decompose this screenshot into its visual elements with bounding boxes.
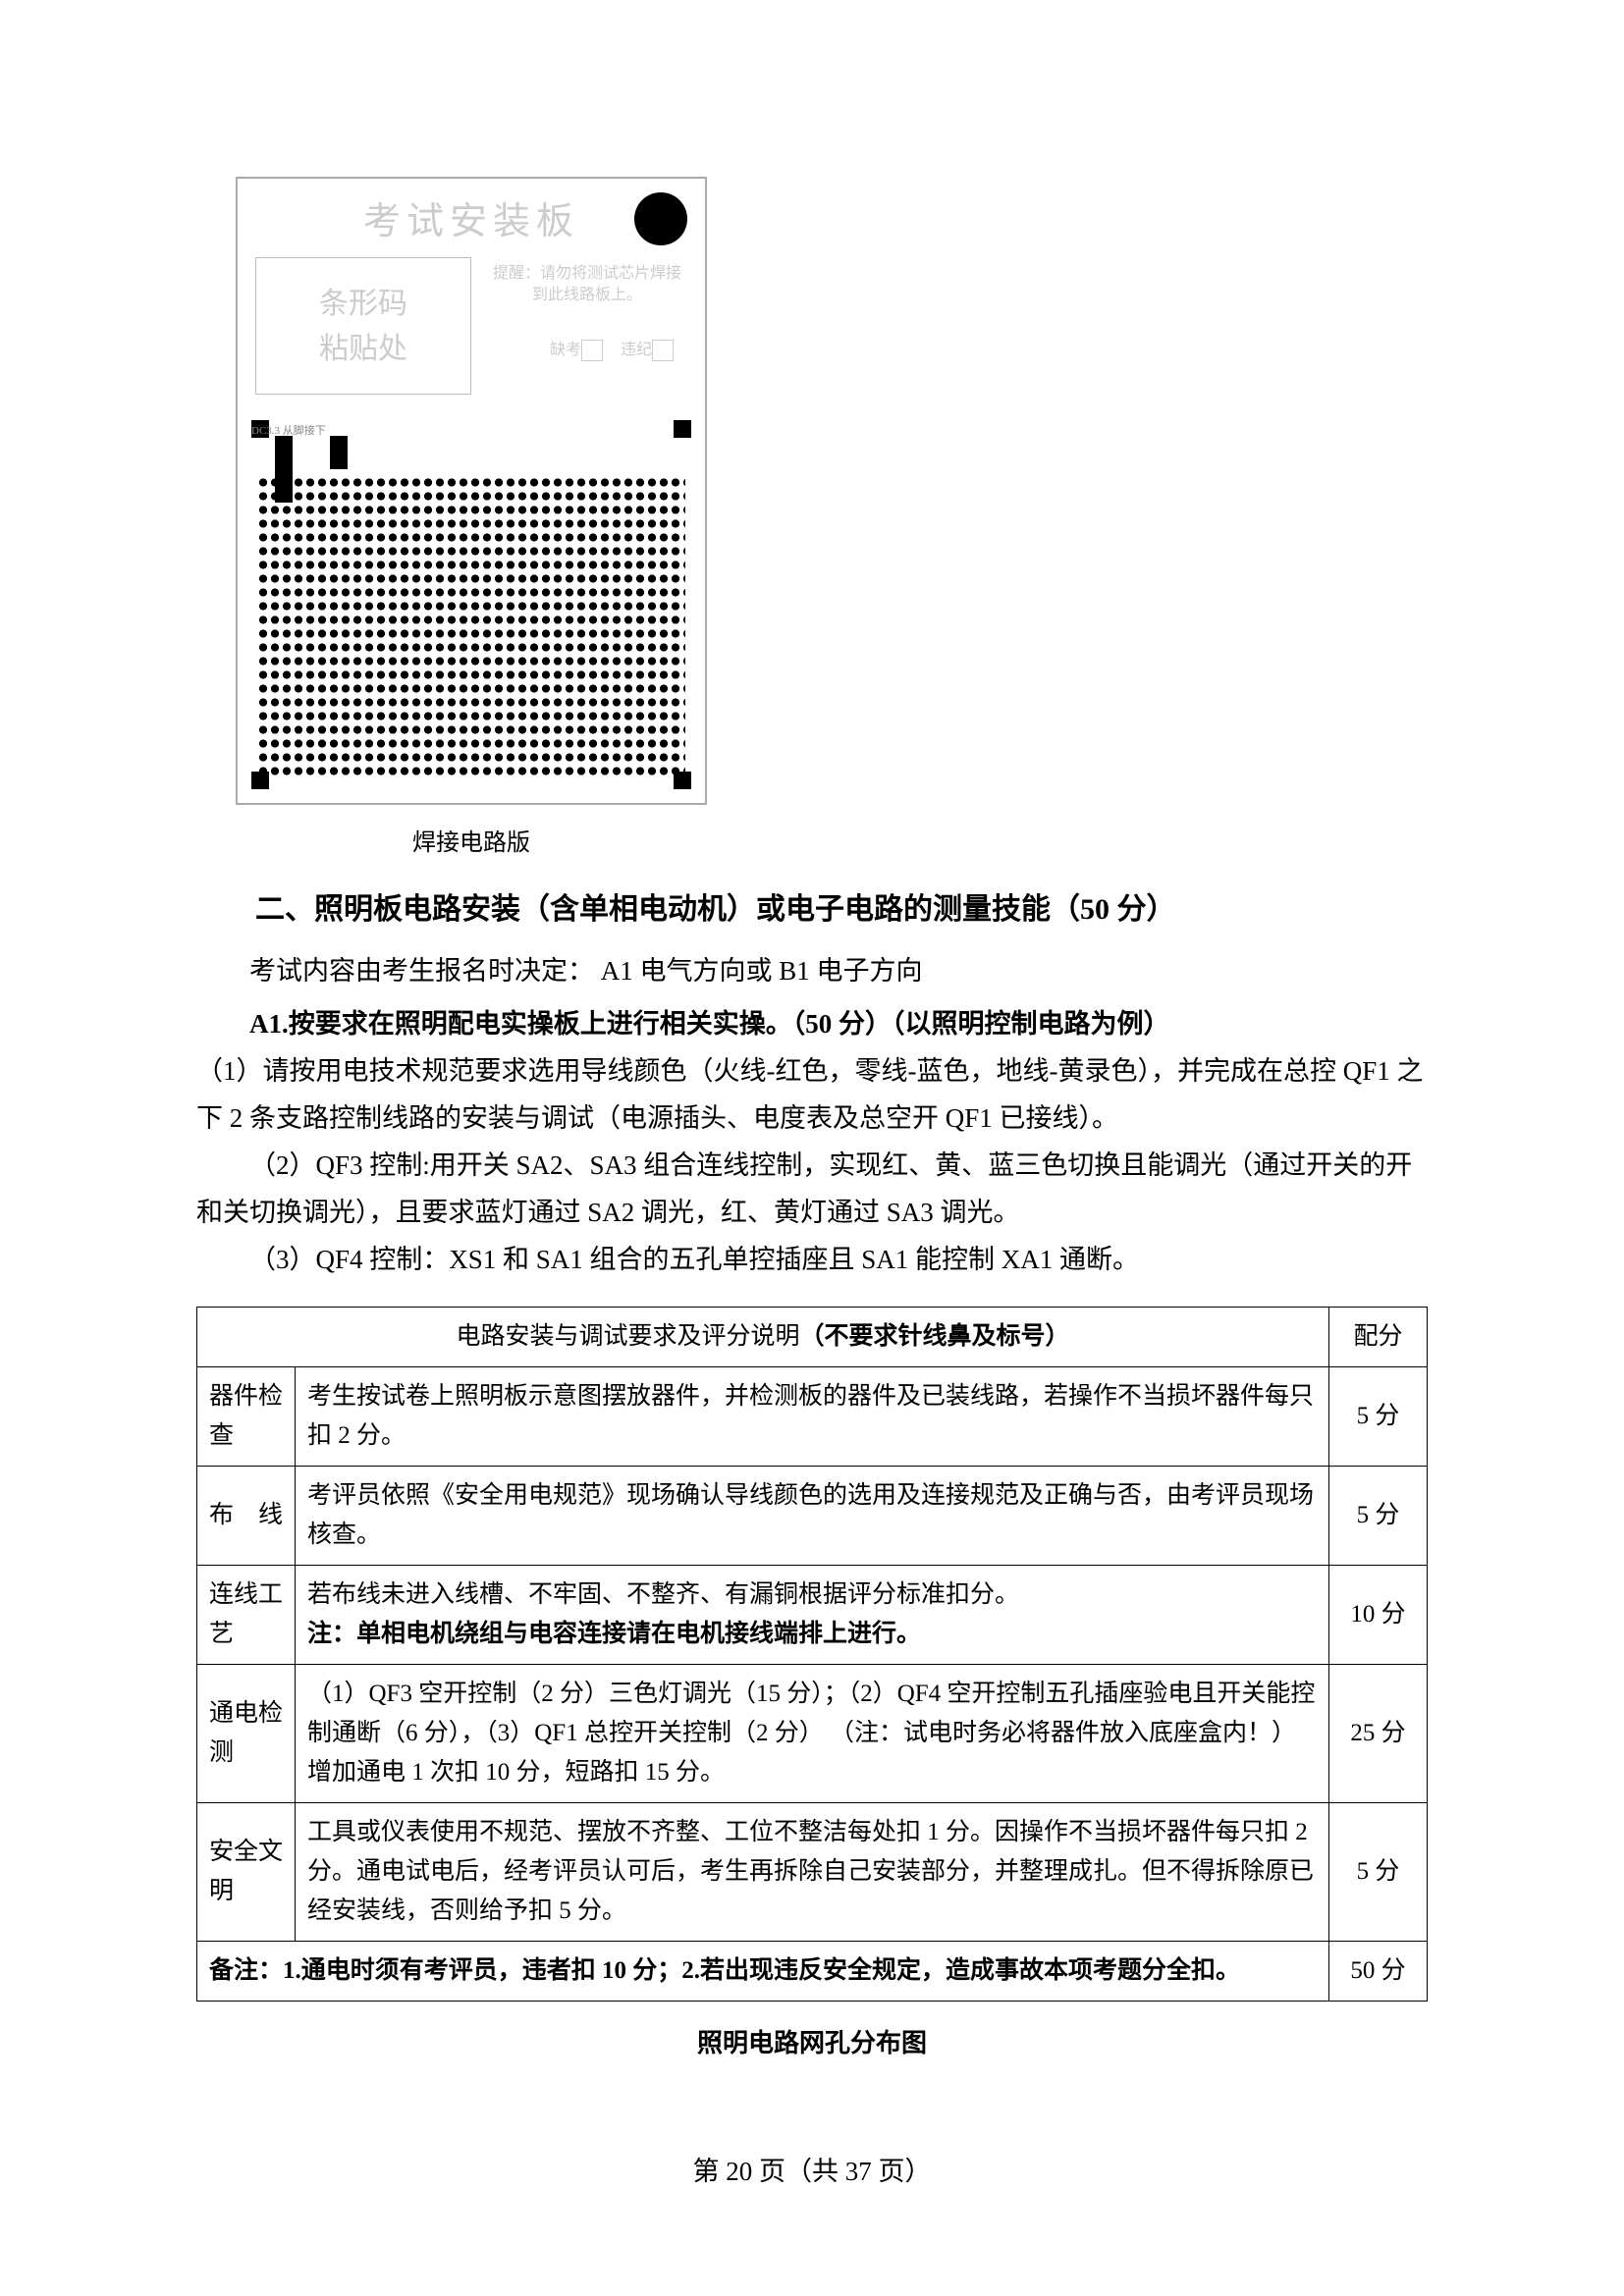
exam-board-figure: 考试安装板 条形码 粘贴处 提醒：请勿将测试芯片焊接到此线路板上。 缺考 违纪 … [236,177,707,805]
barcode-line1: 条形码 [256,282,470,327]
rubric-row-score: 5 分 [1329,1367,1428,1467]
rubric-row-note: 注：单相电机绕组与电容连接请在电机接线端排上进行。 [307,1621,921,1647]
barcode-line2: 粘贴处 [256,327,470,372]
paragraph-2: （2）QF3 控制:用开关 SA2、SA3 组合连线控制，实现红、黄、蓝三色切换… [196,1142,1428,1236]
rubric-row-desc: 考评员依照《安全用电规范》现场确认导线颜色的选用及连接规范及正确与否，由考评员现… [296,1467,1329,1566]
violate-box [652,340,674,361]
rubric-table: 电路安装与调试要求及评分说明（不要求针线鼻及标号） 配分 器件检查 考生按试卷上… [196,1307,1428,2002]
rubric-row: 器件检查 考生按试卷上照明板示意图摆放器件，并检测板的器件及已装线路，若操作不当… [197,1367,1428,1467]
section-heading: 二、照明板电路安装（含单相电动机）或电子电路的测量技能（50 分） [196,886,1428,934]
rubric-row-name: 通电检测 [209,1694,283,1773]
paragraph-1: （1）请按用电技术规范要求选用导线颜色（火线-红色，零线-蓝色，地线-黄录色），… [196,1047,1428,1142]
figure-title: 照明电路网孔分布图 [196,2023,1428,2059]
board-black-dot [634,192,687,245]
page-number: 第 20 页（共 37 页） [0,2150,1624,2188]
rubric-row-score: 25 分 [1329,1665,1428,1803]
intro-paragraph: 考试内容由考生报名时决定： A1 电气方向或 B1 电子方向 [196,947,1428,994]
rubric-row-desc: 若布线未进入线槽、不牢固、不整齐、有漏铜根据评分标准扣分。 [307,1581,1019,1608]
rubric-row-desc: 工具或仪表使用不规范、摆放不齐整、工位不整洁每处扣 1 分。因操作不当损坏器件每… [296,1803,1329,1942]
absent-label: 缺考 [550,342,581,358]
rubric-row-score: 5 分 [1329,1803,1428,1942]
rubric-row: 布线 考评员依照《安全用电规范》现场确认导线颜色的选用及连接规范及正确与否，由考… [197,1467,1428,1566]
rubric-row-name: 安全文明 [209,1833,283,1911]
rubric-row-name: 连线工艺 [209,1575,283,1654]
rubric-header-row: 电路安装与调试要求及评分说明（不要求针线鼻及标号） 配分 [197,1308,1428,1367]
rubric-row-name: 布线 [209,1496,283,1535]
rubric-header-pre: 电路安装与调试要求及评分说明 [456,1323,799,1350]
rubric-row-score: 10 分 [1329,1566,1428,1665]
rubric-header-score: 配分 [1329,1308,1428,1367]
absent-box [581,340,603,361]
rubric-row-score: 5 分 [1329,1467,1428,1566]
rubric-row-desc: （1）QF3 空开控制（2 分）三色灯调光（15 分）；（2）QF4 空开控制五… [296,1665,1329,1803]
paragraph-3: （3）QF4 控制：XS1 和 SA1 组合的五孔单控插座且 SA1 能控制 X… [196,1236,1428,1283]
rubric-row-desc: 考生按试卷上照明板示意图摆放器件，并检测板的器件及已装线路，若操作不当损坏器件每… [296,1367,1329,1467]
a1-title: A1.按要求在照明配电实操板上进行相关实操。（50 分）（以照明控制电路为例） [196,1000,1428,1047]
rubric-footer-row: 备注：1.通电时须有考评员，违者扣 10 分；2.若出现违反安全规定，造成事故本… [197,1942,1428,2002]
rubric-footer-score: 50 分 [1329,1942,1428,2002]
violate-label: 违纪 [621,342,652,358]
board-caption: 焊接电路版 [236,823,707,857]
chip-pins [275,436,393,469]
rubric-row: 连线工艺 若布线未进入线槽、不牢固、不整齐、有漏铜根据评分标准扣分。注：单相电机… [197,1566,1428,1665]
board-tips: 提醒：请勿将测试芯片焊接到此线路板上。 [489,263,685,306]
rubric-row: 通电检测 （1）QF3 空开控制（2 分）三色灯调光（15 分）；（2）QF4 … [197,1665,1428,1803]
rubric-header-bold: （不要求针线鼻及标号） [800,1323,1070,1350]
rubric-row: 安全文明 工具或仪表使用不规范、摆放不齐整、工位不整洁每处扣 1 分。因操作不当… [197,1803,1428,1942]
rubric-footer-text: 备注：1.通电时须有考评员，违者扣 10 分；2.若出现违反安全规定，造成事故本… [197,1942,1329,2002]
pcb-grid: DC3.3 从脚接下 [251,420,691,789]
board-status-boxes: 缺考 违纪 [550,336,679,361]
barcode-box: 条形码 粘贴处 [255,257,471,395]
rubric-row-name: 器件检查 [209,1377,283,1456]
